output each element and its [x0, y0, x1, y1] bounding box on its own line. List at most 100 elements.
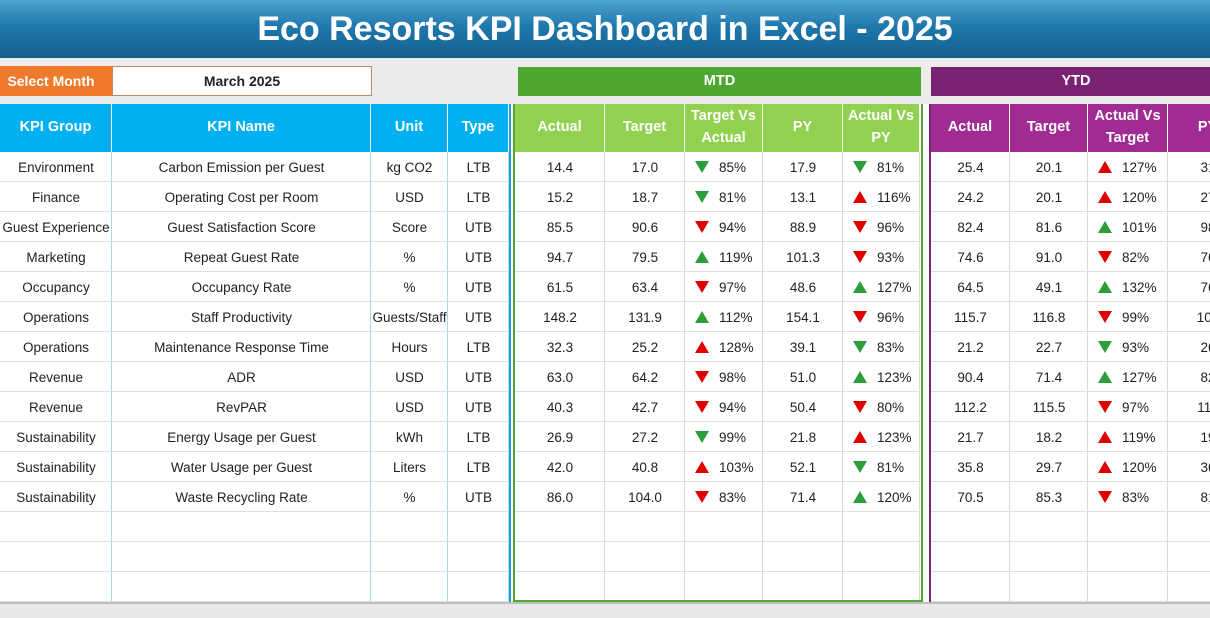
grid-cell [843, 512, 920, 542]
status-arrow [1098, 221, 1112, 233]
arrow-shape [853, 221, 867, 233]
status-cell: 116% [843, 182, 920, 212]
status-cell: 101% [1088, 212, 1168, 242]
table-cell: 40.8 [631, 459, 659, 475]
arrow-shape [695, 401, 709, 413]
table-cell: 120% [1122, 459, 1157, 475]
grid-cell [448, 362, 509, 392]
grid-cell [843, 332, 920, 362]
clip-box: Carbon Emission per Guest [112, 152, 371, 182]
grid-cell [763, 512, 843, 542]
status-cell: 94% [685, 212, 763, 242]
column-header: Target [605, 104, 685, 152]
grid-cell [371, 362, 448, 392]
grid-cell [1088, 542, 1168, 572]
status-cell: 128% [685, 332, 763, 362]
arrow-shape [1098, 251, 1112, 263]
status-arrow [1098, 431, 1112, 443]
table-cell: 94% [719, 219, 747, 235]
status-arrow [695, 431, 709, 443]
clip-box: ADR [112, 362, 371, 392]
status-cell: 97% [685, 272, 763, 302]
grid-cell [448, 152, 509, 182]
table-cell: Revenue [28, 369, 84, 385]
grid-cell [931, 542, 1010, 572]
grid-cell [605, 302, 685, 332]
grid-cell [931, 242, 1010, 272]
table-cell: UTB [465, 369, 492, 385]
grid-cell [763, 182, 843, 212]
grid-cell [1010, 452, 1088, 482]
select-month-label: Select Month [0, 66, 112, 96]
table-cell: 115.7 [954, 309, 987, 325]
table-cell: 22.7 [1035, 339, 1063, 355]
status-arrow [1098, 371, 1112, 383]
status-cell: 120% [1088, 452, 1168, 482]
grid-cell [931, 182, 1010, 212]
clip-box: UTB [448, 392, 509, 422]
grid-cell [931, 362, 1010, 392]
table-cell: 91.0 [1035, 249, 1063, 265]
column-header: Unit [371, 104, 448, 152]
grid-cell [371, 332, 448, 362]
table-cell: Guest Satisfaction Score [167, 219, 316, 235]
table-cell: 71.4 [1035, 369, 1063, 385]
table-cell: UTB [465, 399, 492, 415]
grid-cell [371, 512, 448, 542]
status-arrow [853, 401, 867, 413]
arrow-shape [853, 461, 867, 473]
grid-cell [371, 422, 448, 452]
table-cell: % [403, 279, 416, 295]
grid-cell [1088, 422, 1168, 452]
clip-box: UTB [448, 242, 509, 272]
arrow-shape [853, 341, 867, 353]
table-cell: 101% [1122, 219, 1157, 235]
table-cell: 36 [1200, 459, 1210, 475]
arrow-shape [695, 491, 709, 503]
grid-cell [1010, 542, 1088, 572]
status-arrow [853, 221, 867, 233]
grid-cell [931, 392, 1010, 422]
table-cell: 127% [1122, 369, 1157, 385]
arrow-shape [695, 251, 709, 263]
table-cell: 27.2 [631, 429, 659, 445]
grid-cell [0, 272, 112, 302]
table-cell: 81% [877, 159, 905, 175]
column-header: KPI Name [112, 104, 371, 152]
status-arrow [695, 401, 709, 413]
table-cell: 26.9 [546, 429, 574, 445]
arrow-shape [695, 371, 709, 383]
table-cell: 104.0 [628, 489, 662, 505]
grid-cell [931, 272, 1010, 302]
grid-cell [1010, 332, 1088, 362]
table-cell: 82% [1122, 249, 1150, 265]
status-arrow [853, 461, 867, 473]
grid-cell [685, 362, 763, 392]
table-cell: Operations [22, 339, 90, 355]
grid-cell [685, 152, 763, 182]
column-header: Actual Vs Target [1088, 104, 1168, 152]
table-cell: 70.5 [957, 489, 984, 505]
table-cell: 50.4 [789, 399, 817, 415]
grid-cell [1088, 152, 1168, 182]
column-header: Type [448, 104, 509, 152]
grid-cell [448, 542, 509, 572]
grid-cell [763, 362, 843, 392]
status-cell: 120% [843, 482, 920, 512]
status-arrow [853, 371, 867, 383]
grid-cell [1010, 182, 1088, 212]
column-header: Target [1010, 104, 1088, 152]
arrow-shape [1098, 341, 1112, 353]
table-cell: 99% [719, 429, 747, 445]
table-cell: 103% [719, 459, 754, 475]
grid-cell [371, 242, 448, 272]
ytd-section-header: YTD [931, 67, 1210, 96]
table-cell: Maintenance Response Time [154, 339, 329, 355]
grid-cell [112, 542, 371, 572]
column-header: Actual Vs PY [843, 104, 920, 152]
table-cell: 79.5 [631, 249, 659, 265]
table-cell: 26 [1200, 339, 1210, 355]
month-selector[interactable]: March 2025 [112, 66, 372, 96]
table-cell: Operating Cost per Room [164, 189, 319, 205]
